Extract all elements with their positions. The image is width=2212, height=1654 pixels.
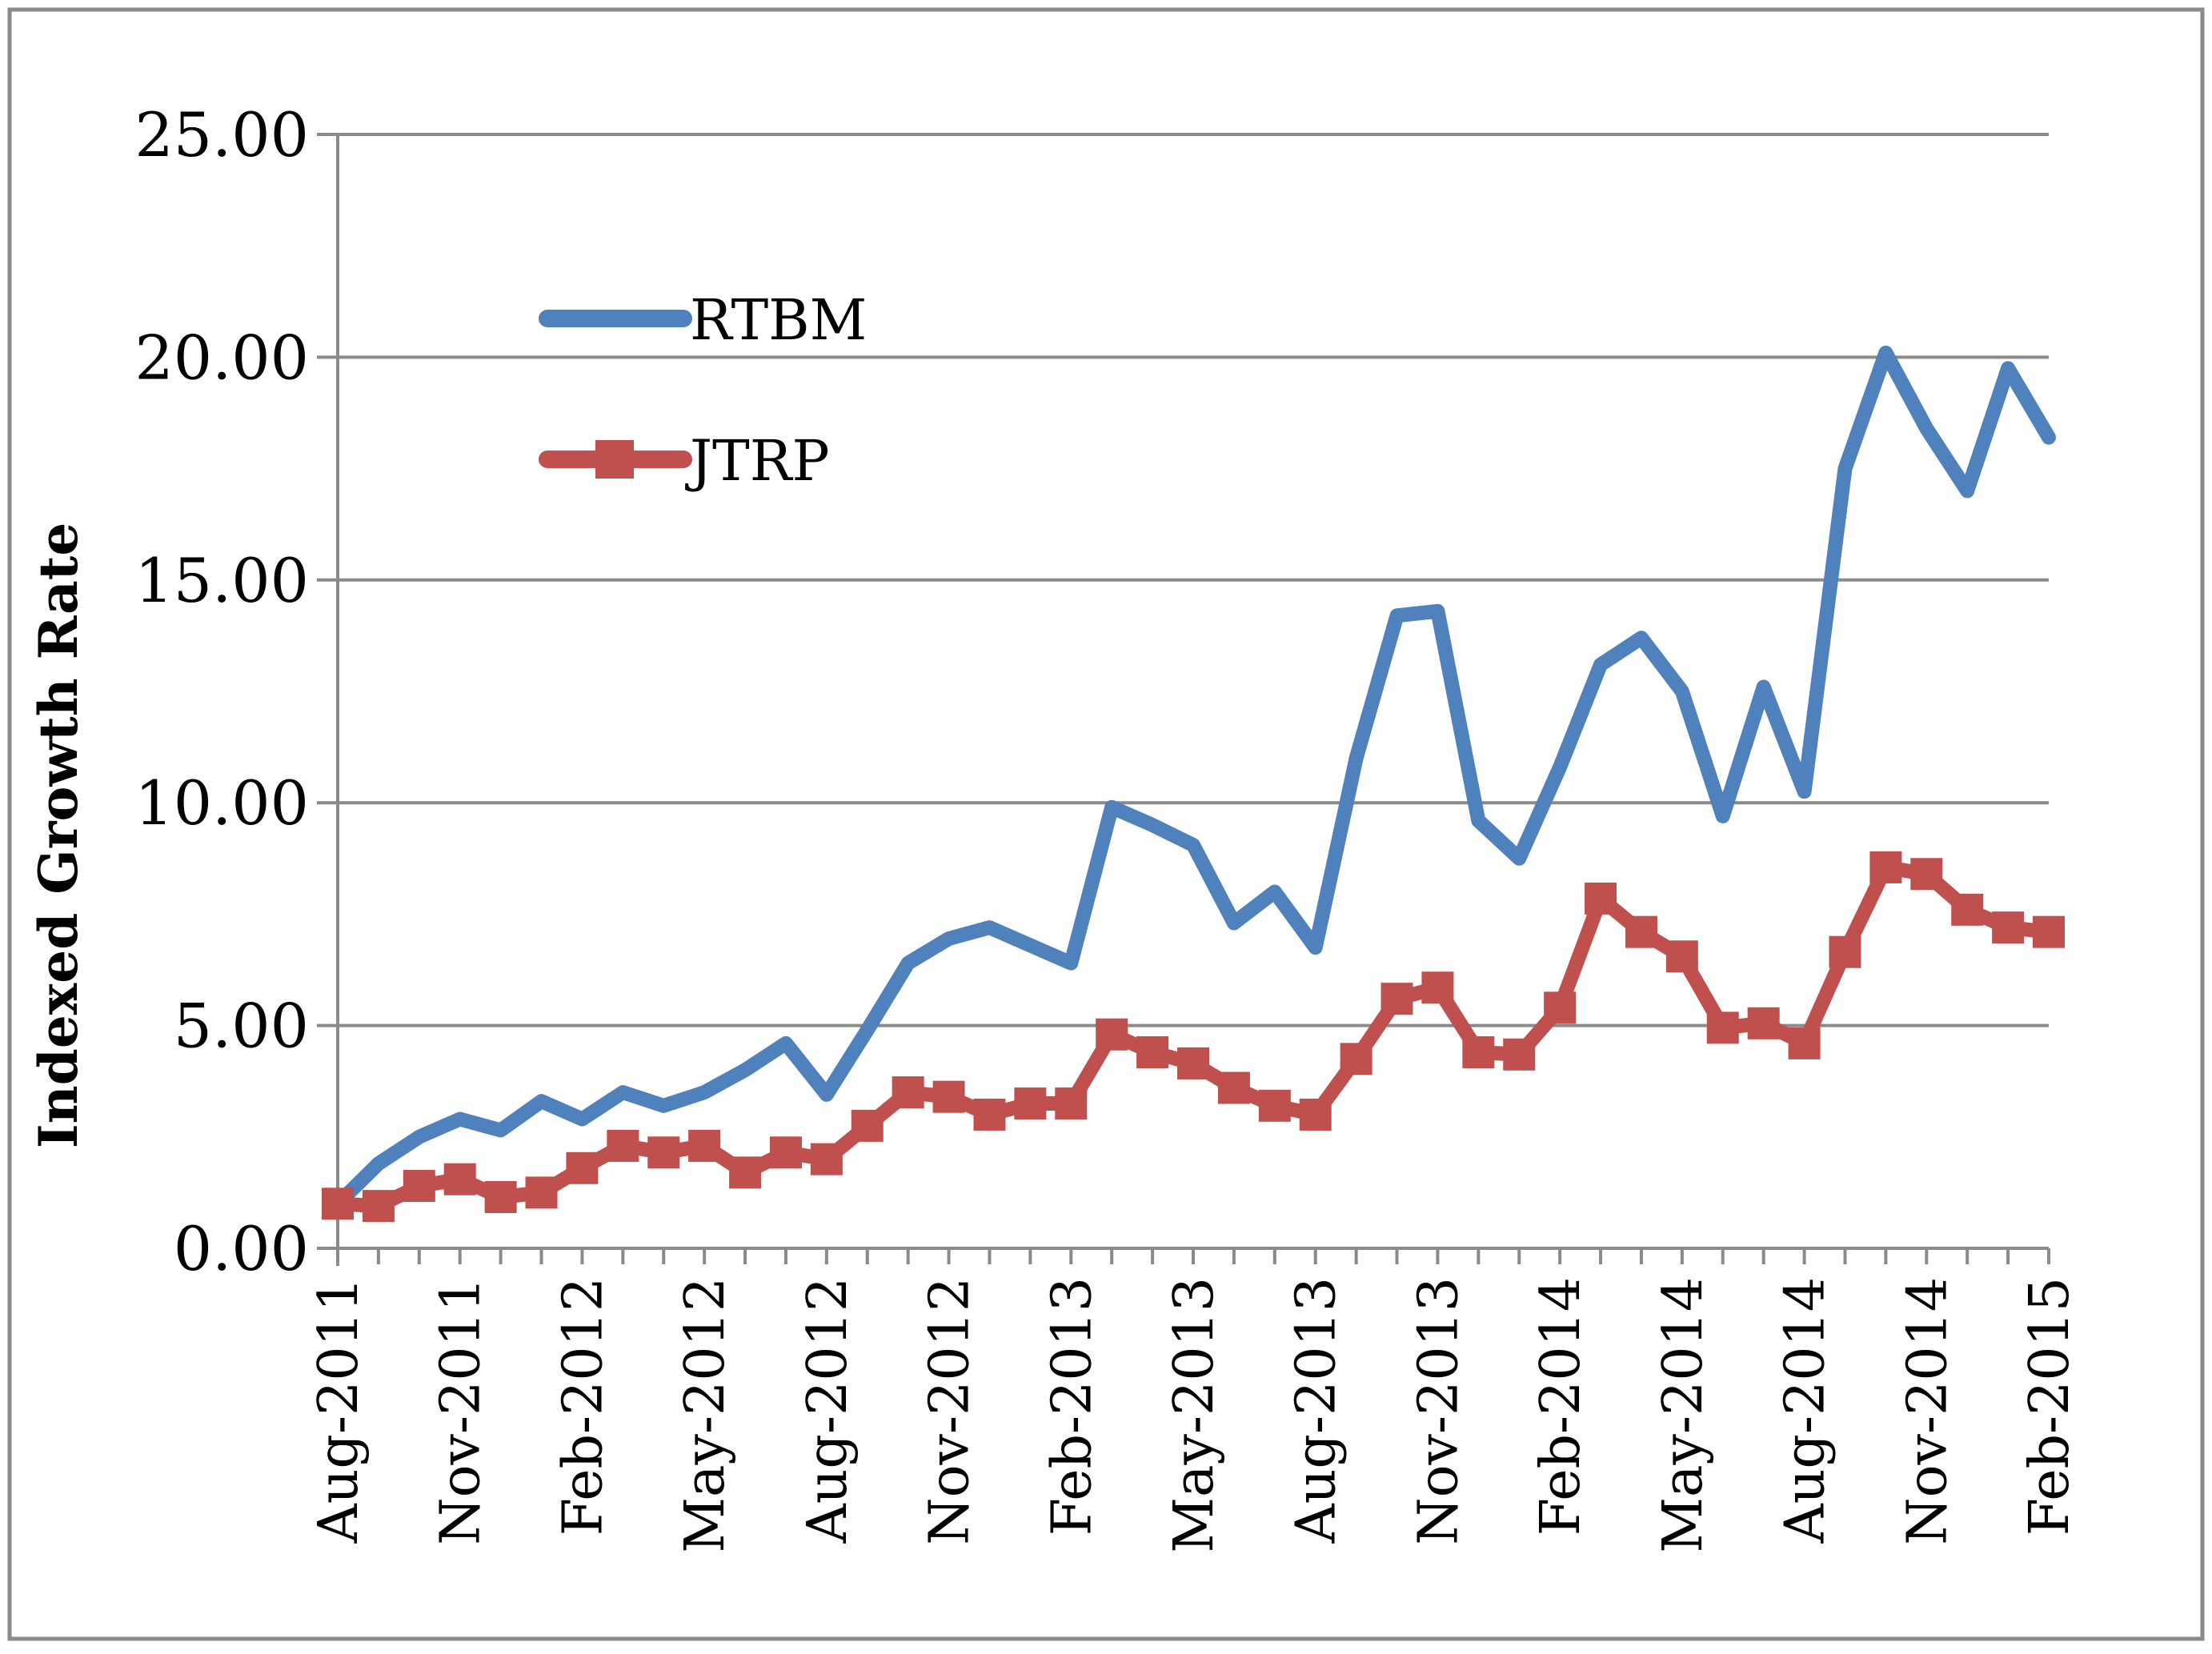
point-jtrp-24 (1299, 1098, 1332, 1131)
point-jtrp-28 (1462, 1036, 1495, 1069)
point-jtrp-20 (1136, 1036, 1169, 1069)
x-tick-label-12: Aug-2014 (1774, 1277, 1837, 1544)
point-jtrp-31 (1585, 882, 1617, 915)
point-jtrp-35 (1747, 1007, 1780, 1039)
point-jtrp-14 (892, 1076, 924, 1109)
point-jtrp-25 (1340, 1043, 1372, 1075)
point-jtrp-0 (322, 1187, 354, 1220)
y-tick-label-2: 10.00 (134, 767, 309, 839)
point-jtrp-1 (362, 1190, 395, 1223)
point-jtrp-9 (688, 1129, 721, 1162)
point-jtrp-37 (1829, 935, 1861, 968)
x-tick-label-8: Aug-2013 (1285, 1277, 1348, 1544)
y-tick-label-3: 15.00 (134, 545, 309, 616)
point-jtrp-2 (403, 1170, 435, 1203)
y-tick-label-1: 5.00 (174, 991, 309, 1062)
legend: RTBM JTRP (539, 287, 867, 494)
point-jtrp-26 (1380, 983, 1413, 1015)
point-jtrp-8 (647, 1136, 680, 1169)
point-jtrp-23 (1258, 1089, 1291, 1122)
point-jtrp-19 (1096, 1018, 1128, 1051)
point-jtrp-3 (443, 1163, 476, 1195)
x-tick-label-3: May-2012 (674, 1277, 737, 1553)
x-tick-label-2: Feb-2012 (551, 1277, 615, 1536)
point-jtrp-18 (1055, 1087, 1088, 1120)
point-jtrp-7 (607, 1129, 639, 1162)
point-jtrp-16 (973, 1098, 1006, 1131)
point-jtrp-17 (1014, 1087, 1047, 1120)
x-tick-label-11: May-2014 (1652, 1277, 1715, 1553)
tick-labels: 0.00 5.00 10.00 15.00 20.00 25.00 Aug-2011 Nov-… (134, 99, 2082, 1553)
point-jtrp-42 (2033, 915, 2065, 948)
point-jtrp-39 (1910, 858, 1943, 891)
point-jtrp-38 (1869, 851, 1902, 883)
point-jtrp-5 (525, 1176, 558, 1209)
point-jtrp-30 (1544, 991, 1577, 1024)
x-tick-label-13: Nov-2014 (1896, 1277, 1959, 1545)
point-jtrp-27 (1421, 971, 1454, 1004)
x-tick-label-1: Nov-2011 (430, 1277, 493, 1545)
point-jtrp-11 (769, 1136, 802, 1169)
point-jtrp-22 (1217, 1071, 1250, 1104)
point-jtrp-13 (851, 1109, 884, 1142)
point-jtrp-4 (484, 1180, 517, 1213)
x-tick-label-6: Feb-2013 (1040, 1277, 1104, 1536)
legend-label-jtrp: JTRP (685, 428, 830, 494)
y-axis-label: Indexed Growth Rate (27, 523, 90, 1149)
point-jtrp-21 (1177, 1047, 1209, 1079)
legend-label-rtbm: RTBM (690, 287, 867, 353)
y-tick-label-4: 20.00 (134, 322, 309, 393)
point-jtrp-33 (1665, 940, 1698, 973)
x-tick-label-10: Feb-2014 (1529, 1277, 1593, 1536)
x-tick-label-4: Aug-2012 (796, 1277, 860, 1544)
point-jtrp-6 (566, 1151, 599, 1184)
axes (336, 134, 2050, 1266)
x-tick-label-9: Nov-2013 (1407, 1277, 1470, 1545)
point-jtrp-29 (1503, 1038, 1536, 1071)
point-jtrp-32 (1625, 915, 1657, 948)
series-line-rtbm (331, 345, 2056, 1211)
series-lines (322, 345, 2065, 1223)
point-jtrp-10 (729, 1156, 762, 1189)
point-jtrp-36 (1788, 1027, 1821, 1059)
x-tick-label-7: May-2013 (1163, 1277, 1226, 1553)
x-tick-label-5: Nov-2012 (919, 1277, 982, 1545)
point-jtrp-40 (1951, 893, 1984, 926)
point-jtrp-34 (1706, 1011, 1739, 1044)
point-jtrp-12 (810, 1143, 843, 1175)
legend-marker-jtrp (595, 440, 634, 479)
point-jtrp-41 (1992, 911, 2025, 944)
point-jtrp-15 (932, 1080, 965, 1113)
x-tick-label-14: Feb-2015 (2018, 1277, 2082, 1536)
x-tick-label-0: Aug-2011 (307, 1277, 371, 1544)
y-tick-label-0: 0.00 (174, 1213, 309, 1284)
y-tick-label-5: 25.00 (134, 99, 309, 170)
